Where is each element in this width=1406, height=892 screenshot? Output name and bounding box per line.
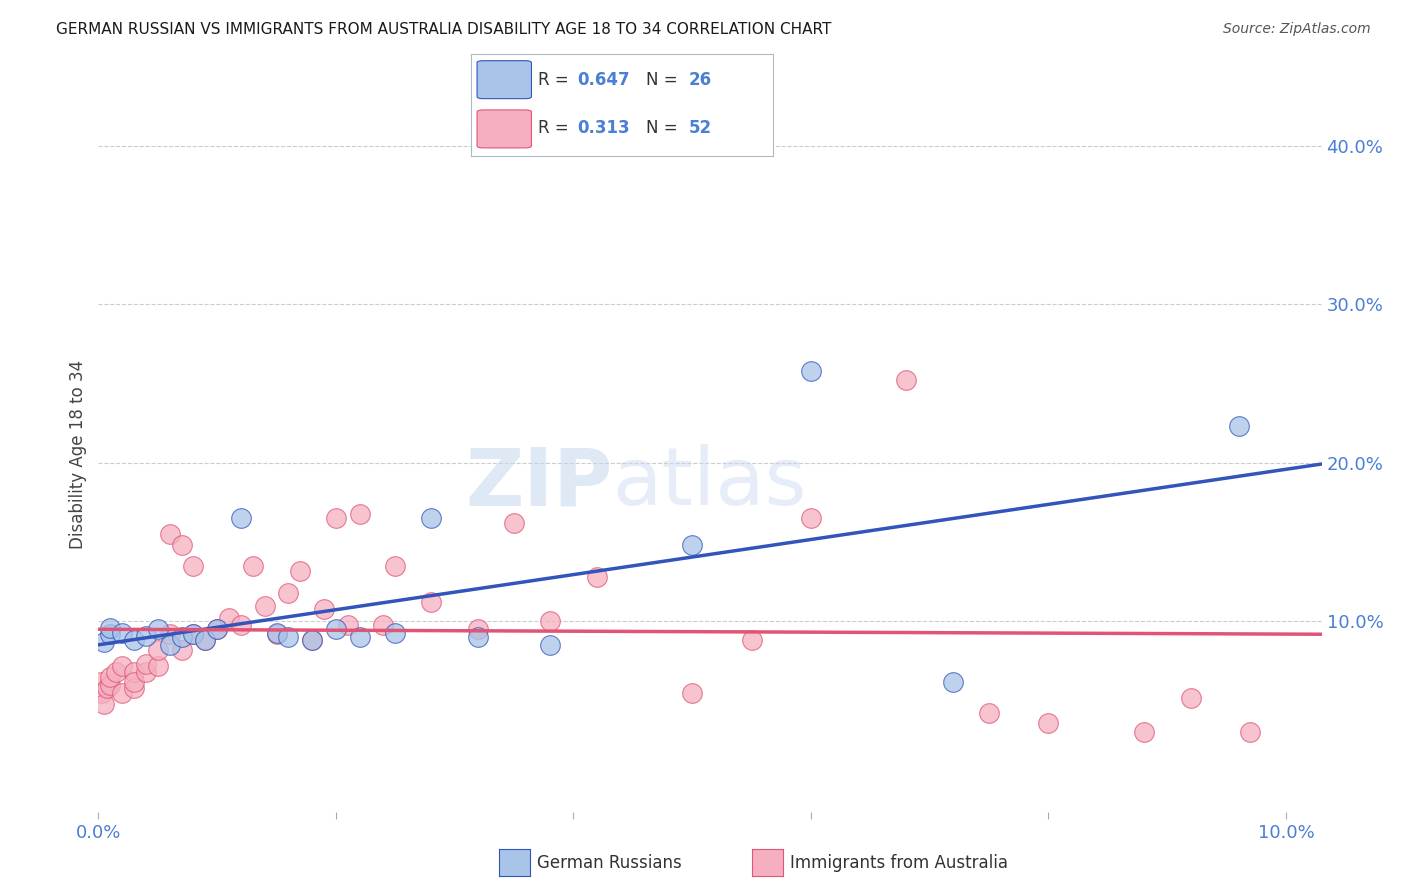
Point xyxy=(336,617,359,632)
Point xyxy=(253,599,276,613)
Point xyxy=(183,627,205,641)
Point xyxy=(170,643,193,657)
Point xyxy=(242,558,264,573)
Point xyxy=(111,625,134,640)
Text: R =: R = xyxy=(537,120,574,137)
Text: Source: ZipAtlas.com: Source: ZipAtlas.com xyxy=(1223,22,1371,37)
Point xyxy=(312,601,335,615)
Point xyxy=(325,511,347,525)
Point xyxy=(894,373,917,387)
FancyBboxPatch shape xyxy=(477,61,531,99)
Text: 26: 26 xyxy=(689,71,711,89)
Text: Immigrants from Australia: Immigrants from Australia xyxy=(790,854,1008,871)
Point xyxy=(1038,715,1060,730)
Point xyxy=(135,657,157,672)
Point xyxy=(229,511,252,525)
Point xyxy=(266,625,288,640)
Text: N =: N = xyxy=(647,71,683,89)
Point xyxy=(98,621,121,635)
Y-axis label: Disability Age 18 to 34: Disability Age 18 to 34 xyxy=(69,360,87,549)
Point xyxy=(301,633,323,648)
Point xyxy=(384,625,406,640)
Text: 52: 52 xyxy=(689,120,711,137)
FancyBboxPatch shape xyxy=(477,110,531,148)
Point xyxy=(194,633,217,648)
Point xyxy=(146,658,169,673)
Text: R =: R = xyxy=(537,71,574,89)
Point xyxy=(122,674,145,689)
Point xyxy=(135,629,157,643)
Point xyxy=(229,617,252,632)
Text: 0.313: 0.313 xyxy=(576,120,630,137)
Point xyxy=(218,611,240,625)
Point xyxy=(538,638,561,652)
Point xyxy=(111,686,134,700)
Point xyxy=(205,623,228,637)
Point xyxy=(122,633,145,648)
Point xyxy=(183,627,205,641)
Point xyxy=(135,665,157,680)
Point xyxy=(93,635,115,649)
Point xyxy=(538,615,561,629)
Point xyxy=(800,511,823,525)
Text: ZIP: ZIP xyxy=(465,444,612,523)
Point xyxy=(942,674,965,689)
Point xyxy=(98,670,121,684)
Point xyxy=(159,527,181,541)
Point xyxy=(90,674,112,689)
Point xyxy=(93,697,115,711)
Text: GERMAN RUSSIAN VS IMMIGRANTS FROM AUSTRALIA DISABILITY AGE 18 TO 34 CORRELATION : GERMAN RUSSIAN VS IMMIGRANTS FROM AUSTRA… xyxy=(56,22,831,37)
Point xyxy=(266,627,288,641)
Point xyxy=(170,538,193,552)
Point xyxy=(681,538,703,552)
Point xyxy=(1180,690,1202,705)
Point xyxy=(105,665,128,680)
Point xyxy=(373,617,395,632)
Point xyxy=(384,558,406,573)
Point xyxy=(277,586,299,600)
Point xyxy=(183,558,205,573)
Point xyxy=(96,681,118,695)
Point xyxy=(741,633,763,648)
Point xyxy=(301,633,323,648)
Point xyxy=(420,511,443,525)
Point xyxy=(586,570,609,584)
Point xyxy=(467,630,489,644)
Point xyxy=(467,623,489,637)
Point xyxy=(98,627,121,641)
Text: 0.647: 0.647 xyxy=(576,71,630,89)
Point xyxy=(277,630,299,644)
Point xyxy=(1227,419,1250,434)
Point xyxy=(681,686,703,700)
Text: atlas: atlas xyxy=(612,444,807,523)
Point xyxy=(1132,725,1154,739)
Point xyxy=(420,595,443,609)
Point xyxy=(349,630,371,644)
Point xyxy=(1239,725,1261,739)
Point xyxy=(205,623,228,637)
Point xyxy=(98,678,121,692)
Point xyxy=(111,658,134,673)
Point xyxy=(159,627,181,641)
Point xyxy=(290,564,312,578)
Point xyxy=(122,681,145,695)
Text: N =: N = xyxy=(647,120,683,137)
Point xyxy=(146,643,169,657)
Point xyxy=(325,623,347,637)
Point xyxy=(977,706,1000,721)
Point xyxy=(159,638,181,652)
Point xyxy=(194,633,217,648)
Point xyxy=(91,686,114,700)
Point xyxy=(146,623,169,637)
Point xyxy=(170,630,193,644)
Point xyxy=(503,516,526,530)
Point xyxy=(800,364,823,378)
Point xyxy=(349,507,371,521)
Point xyxy=(122,665,145,680)
Text: German Russians: German Russians xyxy=(537,854,682,871)
